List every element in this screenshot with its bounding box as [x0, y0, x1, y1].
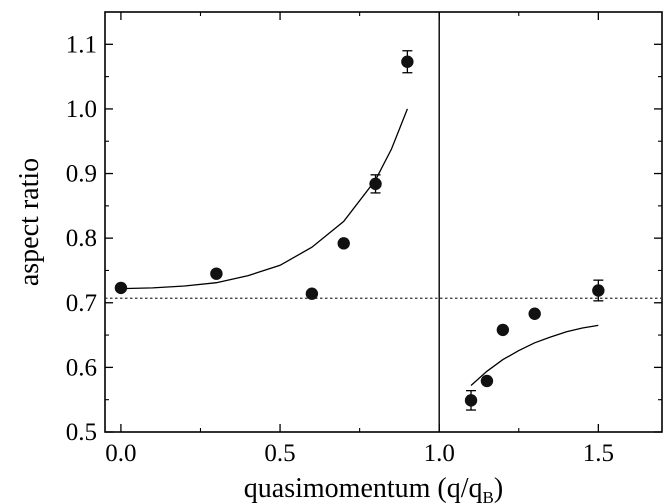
data-point-7 [464, 394, 478, 407]
data-point-5 [369, 177, 382, 191]
y-tick-label: 0.6 [66, 354, 97, 381]
y-tick-label: 0.5 [66, 419, 97, 446]
plot-frame [104, 11, 663, 433]
axis-ticks [105, 12, 662, 433]
x-axis-title: quasimomentum (q/qB) [244, 473, 503, 504]
data-point-1 [114, 281, 128, 295]
data-point-4 [337, 237, 350, 250]
data-point-3 [305, 287, 319, 300]
y-tick-label: 1.0 [66, 96, 97, 123]
y-tick-label: 0.7 [66, 290, 97, 317]
x-tick-label: 1.5 [583, 440, 614, 467]
x-tick-label: 1.0 [424, 440, 455, 467]
data-point-11 [592, 284, 605, 297]
tick-labels: 0.0 0.5 1.0 1.5 0.5 0.6 0.7 0.8 0.9 1.0 1.1 [66, 31, 614, 467]
y-tick-label: 0.8 [66, 225, 97, 252]
plot-frame-group [104, 11, 663, 433]
x-tick-label: 0.0 [105, 440, 136, 467]
reference-lines [105, 12, 662, 432]
fit-curve-2 [470, 324, 599, 386]
data-point-8 [480, 374, 494, 388]
data-point-9 [496, 323, 510, 337]
data-points [114, 55, 605, 407]
y-tick-label: 0.9 [66, 161, 97, 188]
fit-curve-1 [120, 108, 409, 290]
y-axis-title: aspect ratio [14, 158, 45, 286]
fit-curves [120, 108, 599, 386]
y-tick-label: 1.1 [66, 31, 97, 58]
data-point-6 [401, 55, 414, 68]
x-tick-label: 0.5 [264, 440, 295, 467]
error-bars [370, 50, 604, 411]
data-point-2 [210, 267, 223, 280]
data-point-10 [528, 307, 541, 320]
